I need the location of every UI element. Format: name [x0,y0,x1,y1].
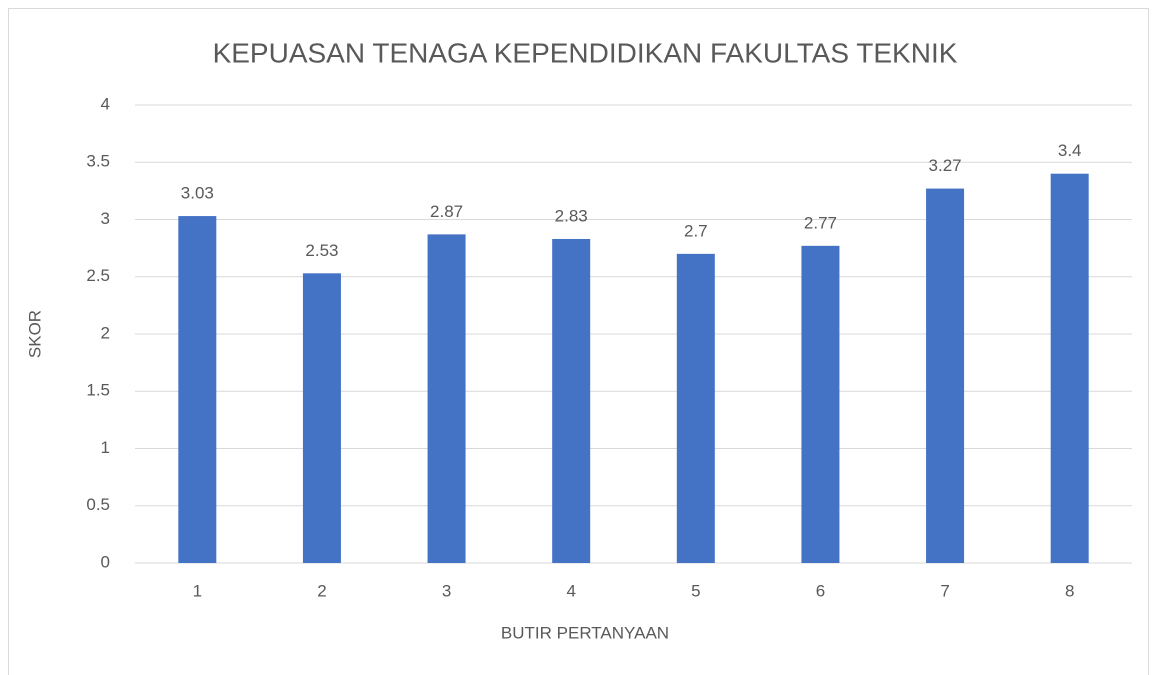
x-tick-label: 4 [566,581,575,600]
x-tick-label: 2 [317,581,326,600]
x-tick-label: 3 [442,581,451,600]
y-tick-label: 3.5 [86,152,110,171]
bar [801,245,840,563]
y-tick-label: 2 [101,323,110,342]
y-tick-label: 0.5 [86,495,110,514]
bar [1050,173,1089,563]
y-tick-label: 0 [101,552,110,571]
bar [676,253,715,563]
x-tick-label: 8 [1065,581,1074,600]
x-axis-label: BUTIR PERTANYAAN [501,623,669,642]
data-label: 2.87 [430,202,463,221]
chart-title: KEPUASAN TENAGA KEPENDIDIKAN FAKULTAS TE… [213,37,958,68]
data-label: 3.03 [181,184,214,203]
bar [552,238,591,563]
bar [178,216,217,563]
data-label: 2.83 [555,206,588,225]
bar [926,188,965,563]
y-tick-label: 1.5 [86,381,110,400]
bar [302,273,341,563]
y-tick-label: 4 [101,94,110,113]
x-tick-label: 7 [940,581,949,600]
data-label: 2.7 [684,221,708,240]
y-axis-label: SKOR [25,310,44,358]
y-tick-label: 2.5 [86,266,110,285]
y-tick-label: 1 [101,438,110,457]
x-tick-label: 6 [816,581,825,600]
data-label: 3.4 [1058,141,1082,160]
x-tick-label: 5 [691,581,700,600]
data-label: 3.27 [929,156,962,175]
y-tick-label: 3 [101,209,110,228]
x-tick-label: 1 [193,581,202,600]
bar [427,234,466,563]
data-label: 2.77 [804,213,837,232]
data-label: 2.53 [305,241,338,260]
